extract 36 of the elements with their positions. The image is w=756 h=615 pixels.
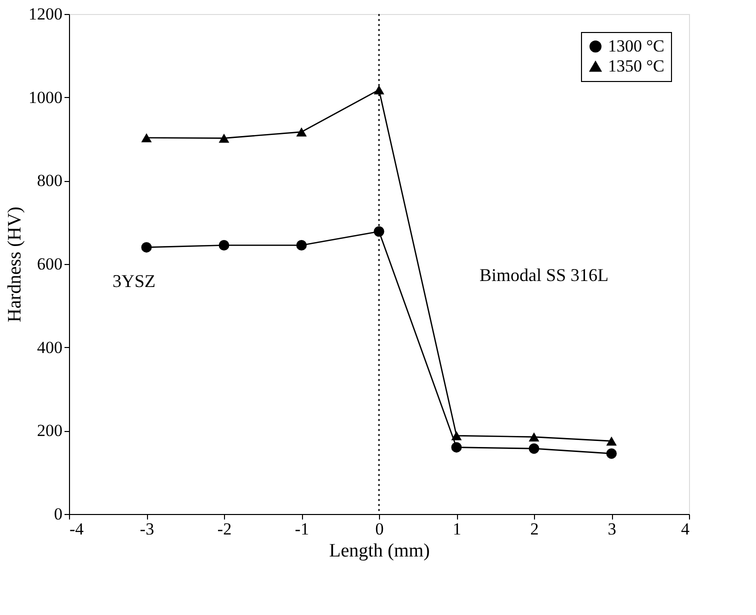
- point: [374, 226, 384, 237]
- y-tick-label: 0: [54, 504, 62, 524]
- point: [451, 431, 462, 440]
- legend-label: 1350 °C: [608, 56, 664, 76]
- x-tick-label: 0: [375, 520, 384, 538]
- point: [528, 432, 540, 442]
- x-tick-label: 2: [530, 520, 539, 538]
- point: [451, 442, 462, 453]
- point: [606, 448, 617, 459]
- point: [218, 240, 230, 250]
- y-tick-label: 1000: [28, 88, 62, 107]
- point: [296, 240, 307, 250]
- y-tick-label: 400: [37, 338, 62, 357]
- y-tick-label: 600: [37, 254, 62, 274]
- point: [141, 133, 152, 142]
- point: [528, 443, 540, 454]
- x-tick-label: 1: [452, 520, 462, 538]
- y-tick-label: 800: [37, 171, 62, 190]
- annotation: 3YSZ: [112, 271, 156, 291]
- y-tick-label: 200: [37, 421, 62, 440]
- x-tick-label: -2: [217, 520, 232, 538]
- x-tick-label: -3: [140, 520, 154, 538]
- point: [296, 127, 307, 136]
- x-tick-label: -4: [70, 520, 84, 538]
- point: [218, 134, 230, 143]
- annotation: Bimodal SS 316L: [479, 265, 609, 285]
- x-tick-label: -1: [294, 520, 310, 538]
- x-axis-title: Length (mm): [329, 540, 430, 562]
- y-axis-title: Hardness (HV): [4, 206, 26, 322]
- x-tick-label: 3: [608, 520, 616, 538]
- point: [141, 242, 152, 253]
- y-tick-label: 1200: [28, 4, 62, 24]
- x-tick-label: 4: [681, 520, 690, 538]
- legend-label: 1300 °C: [608, 36, 664, 56]
- point: [374, 85, 384, 94]
- point: [606, 436, 617, 446]
